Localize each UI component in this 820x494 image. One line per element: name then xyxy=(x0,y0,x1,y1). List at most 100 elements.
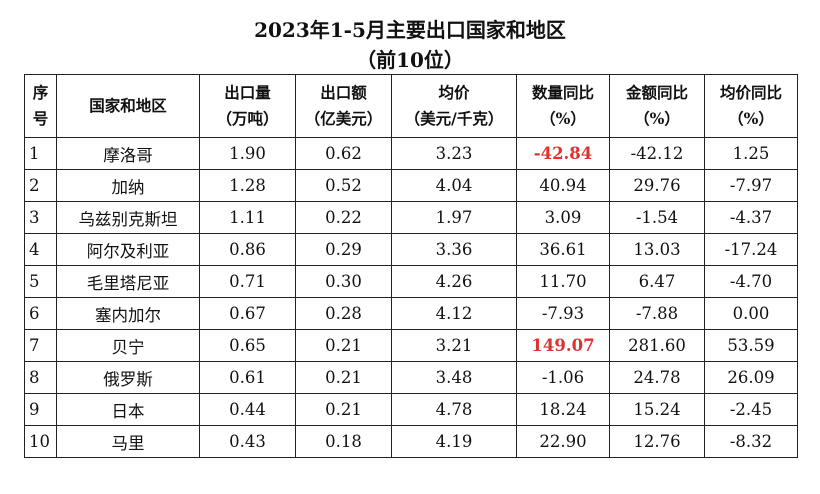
cell-price-yoy: -17.24 xyxy=(704,233,798,266)
cell-price: 4.26 xyxy=(391,265,517,298)
cell-country: 贝宁 xyxy=(56,329,200,362)
cell-qty-yoy: 40.94 xyxy=(516,169,610,202)
cell-price: 4.78 xyxy=(391,393,517,426)
table-row: 7 贝宁 0.65 0.21 3.21 149.07 281.60 53.59 xyxy=(24,329,798,362)
cell-volume: 0.67 xyxy=(199,297,296,330)
cell-qty-yoy: -1.06 xyxy=(516,361,610,394)
header-qty-yoy: 数量同比 （%） xyxy=(516,74,610,138)
cell-price: 4.04 xyxy=(391,169,517,202)
header-value: 出口额 （亿美元） xyxy=(295,74,392,138)
cell-amt-yoy: 6.47 xyxy=(609,265,705,298)
cell-price-yoy: 26.09 xyxy=(704,361,798,394)
cell-qty-yoy: 22.90 xyxy=(516,425,610,458)
cell-price: 3.21 xyxy=(391,329,517,362)
cell-value: 0.28 xyxy=(295,297,392,330)
table-row: 2 加纳 1.28 0.52 4.04 40.94 29.76 -7.97 xyxy=(24,169,798,202)
cell-country: 毛里塔尼亚 xyxy=(56,265,200,298)
cell-price-yoy: -8.32 xyxy=(704,425,798,458)
cell-index: 9 xyxy=(24,393,57,426)
cell-price: 3.48 xyxy=(391,361,517,394)
cell-volume: 1.90 xyxy=(199,137,296,170)
table-row: 3 乌兹别克斯坦 1.11 0.22 1.97 3.09 -1.54 -4.37 xyxy=(24,201,798,234)
cell-index: 7 xyxy=(24,329,57,362)
cell-index: 4 xyxy=(24,233,57,266)
cell-amt-yoy: -1.54 xyxy=(609,201,705,234)
cell-index: 1 xyxy=(24,137,57,170)
cell-country: 俄罗斯 xyxy=(56,361,200,394)
header-price-yoy: 均价同比 （%） xyxy=(704,74,798,138)
table-title: 2023年1-5月主要出口国家和地区 xyxy=(254,18,566,42)
cell-qty-yoy: 149.07 xyxy=(516,329,610,362)
header-price: 均价 （美元/千克） xyxy=(391,74,517,138)
cell-value: 0.52 xyxy=(295,169,392,202)
cell-qty-yoy: 36.61 xyxy=(516,233,610,266)
cell-value: 0.21 xyxy=(295,393,392,426)
cell-price-yoy: 1.25 xyxy=(704,137,798,170)
cell-amt-yoy: -42.12 xyxy=(609,137,705,170)
cell-amt-yoy: 15.24 xyxy=(609,393,705,426)
cell-volume: 0.43 xyxy=(199,425,296,458)
table-row: 9 日本 0.44 0.21 4.78 18.24 15.24 -2.45 xyxy=(24,393,798,426)
cell-price: 4.12 xyxy=(391,297,517,330)
cell-price: 3.36 xyxy=(391,233,517,266)
cell-amt-yoy: 29.76 xyxy=(609,169,705,202)
cell-index: 8 xyxy=(24,361,57,394)
table-row: 10 马里 0.43 0.18 4.19 22.90 12.76 -8.32 xyxy=(24,425,798,458)
cell-volume: 0.44 xyxy=(199,393,296,426)
cell-index: 10 xyxy=(24,425,57,458)
cell-price: 3.23 xyxy=(391,137,517,170)
cell-country: 塞内加尔 xyxy=(56,297,200,330)
cell-price-yoy: -4.70 xyxy=(704,265,798,298)
cell-amt-yoy: 281.60 xyxy=(609,329,705,362)
cell-value: 0.29 xyxy=(295,233,392,266)
cell-value: 0.21 xyxy=(295,361,392,394)
table-row: 5 毛里塔尼亚 0.71 0.30 4.26 11.70 6.47 -4.70 xyxy=(24,265,798,298)
table-subtitle: （前10位） xyxy=(356,48,464,72)
cell-amt-yoy: -7.88 xyxy=(609,297,705,330)
header-country: 国家和地区 xyxy=(56,74,200,138)
table-row: 6 塞内加尔 0.67 0.28 4.12 -7.93 -7.88 0.00 xyxy=(24,297,798,330)
cell-volume: 1.11 xyxy=(199,201,296,234)
header-amt-yoy: 金额同比 （%） xyxy=(609,74,705,138)
cell-value: 0.18 xyxy=(295,425,392,458)
header-row: 序号 国家和地区 出口量 （万吨） 出口额 （亿美元） 均价 （美元/千克） 数量同比… xyxy=(24,74,798,138)
cell-price-yoy: 0.00 xyxy=(704,297,798,330)
cell-value: 0.30 xyxy=(295,265,392,298)
cell-country: 日本 xyxy=(56,393,200,426)
cell-country: 马里 xyxy=(56,425,200,458)
cell-country: 摩洛哥 xyxy=(56,137,200,170)
cell-index: 6 xyxy=(24,297,57,330)
export-table: 序号 国家和地区 出口量 （万吨） 出口额 （亿美元） 均价 （美元/千克） 数量同比… xyxy=(24,74,798,458)
cell-volume: 0.65 xyxy=(199,329,296,362)
cell-price-yoy: 53.59 xyxy=(704,329,798,362)
cell-value: 0.62 xyxy=(295,137,392,170)
header-volume: 出口量 （万吨） xyxy=(199,74,296,138)
cell-price: 4.19 xyxy=(391,425,517,458)
cell-volume: 0.71 xyxy=(199,265,296,298)
cell-amt-yoy: 12.76 xyxy=(609,425,705,458)
cell-index: 2 xyxy=(24,169,57,202)
cell-volume: 1.28 xyxy=(199,169,296,202)
cell-value: 0.22 xyxy=(295,201,392,234)
header-index: 序号 xyxy=(24,74,57,138)
cell-volume: 0.61 xyxy=(199,361,296,394)
cell-amt-yoy: 24.78 xyxy=(609,361,705,394)
cell-country: 加纳 xyxy=(56,169,200,202)
cell-price-yoy: -7.97 xyxy=(704,169,798,202)
cell-value: 0.21 xyxy=(295,329,392,362)
cell-price-yoy: -2.45 xyxy=(704,393,798,426)
cell-index: 3 xyxy=(24,201,57,234)
cell-index: 5 xyxy=(24,265,57,298)
cell-amt-yoy: 13.03 xyxy=(609,233,705,266)
cell-volume: 0.86 xyxy=(199,233,296,266)
cell-qty-yoy: 11.70 xyxy=(516,265,610,298)
cell-qty-yoy: -42.84 xyxy=(516,137,610,170)
cell-price: 1.97 xyxy=(391,201,517,234)
table-row: 1 摩洛哥 1.90 0.62 3.23 -42.84 -42.12 1.25 xyxy=(24,137,798,170)
cell-qty-yoy: 18.24 xyxy=(516,393,610,426)
cell-country: 乌兹别克斯坦 xyxy=(56,201,200,234)
cell-price-yoy: -4.37 xyxy=(704,201,798,234)
cell-country: 阿尔及利亚 xyxy=(56,233,200,266)
table-row: 8 俄罗斯 0.61 0.21 3.48 -1.06 24.78 26.09 xyxy=(24,361,798,394)
cell-qty-yoy: -7.93 xyxy=(516,297,610,330)
